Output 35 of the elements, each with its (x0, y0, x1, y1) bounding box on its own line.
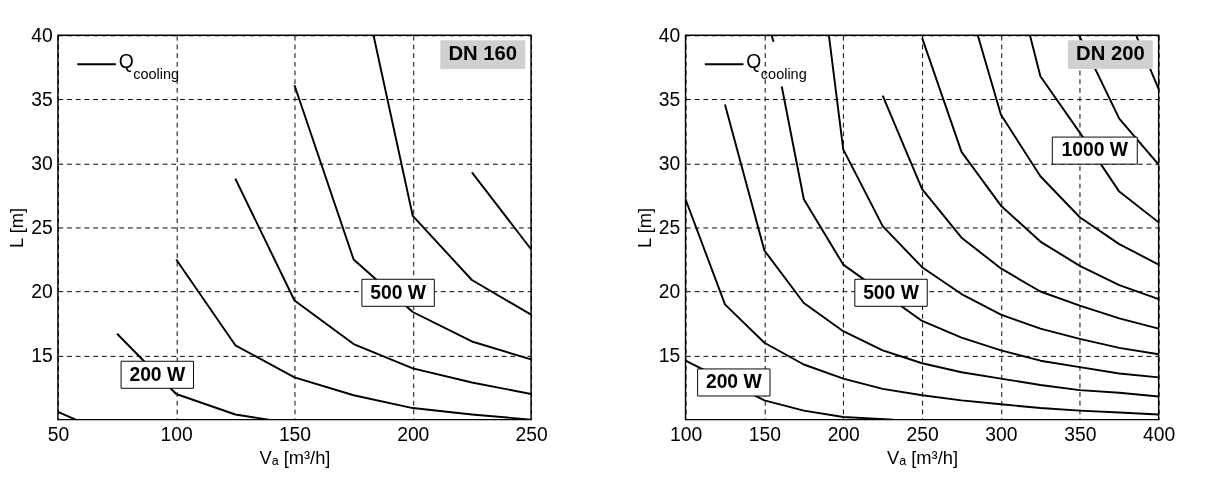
y-tick-label: 15 (31, 344, 53, 366)
y-tick-label: 30 (658, 152, 681, 174)
x-tick-label: 100 (669, 424, 703, 446)
y-axis-title: L [m] (634, 207, 656, 248)
y-tick-label: 30 (31, 152, 53, 174)
annotation: 1000 W (1061, 139, 1129, 161)
y-tick-label: 20 (658, 280, 681, 302)
x-tick-label: 250 (515, 424, 548, 446)
x-tick-label: 300 (985, 424, 1018, 446)
y-tick-label: 20 (31, 280, 53, 302)
y-tick-label: 25 (31, 216, 53, 238)
annotation: 200 W (129, 363, 186, 385)
y-tick-label: 35 (658, 88, 681, 110)
annotation: 500 W (863, 281, 920, 303)
x-tick-label: 150 (748, 424, 781, 446)
y-tick-label: 40 (658, 24, 681, 46)
y-tick-label: 35 (31, 88, 53, 110)
x-tick-label: 250 (906, 424, 939, 446)
x-axis-title: Vₐ [m³/h] (259, 446, 331, 468)
y-tick-label: 25 (658, 216, 681, 238)
x-axis-title: Vₐ [m³/h] (887, 446, 959, 468)
x-tick-label: 150 (278, 424, 312, 446)
chart-title: DN 160 (448, 42, 518, 65)
x-tick-label: 100 (160, 424, 193, 446)
y-axis-title: L [m] (6, 207, 28, 248)
annotation: 200 W (705, 371, 763, 393)
chart-title: DN 200 (1076, 42, 1145, 65)
x-tick-label: 400 (1143, 424, 1176, 446)
x-tick-label: 200 (397, 424, 430, 446)
x-tick-label: 50 (47, 424, 70, 446)
annotation: 500 W (370, 281, 427, 303)
y-tick-label: 40 (31, 24, 53, 46)
x-tick-label: 200 (827, 424, 860, 446)
x-tick-label: 350 (1064, 424, 1097, 446)
y-tick-label: 15 (658, 344, 681, 366)
